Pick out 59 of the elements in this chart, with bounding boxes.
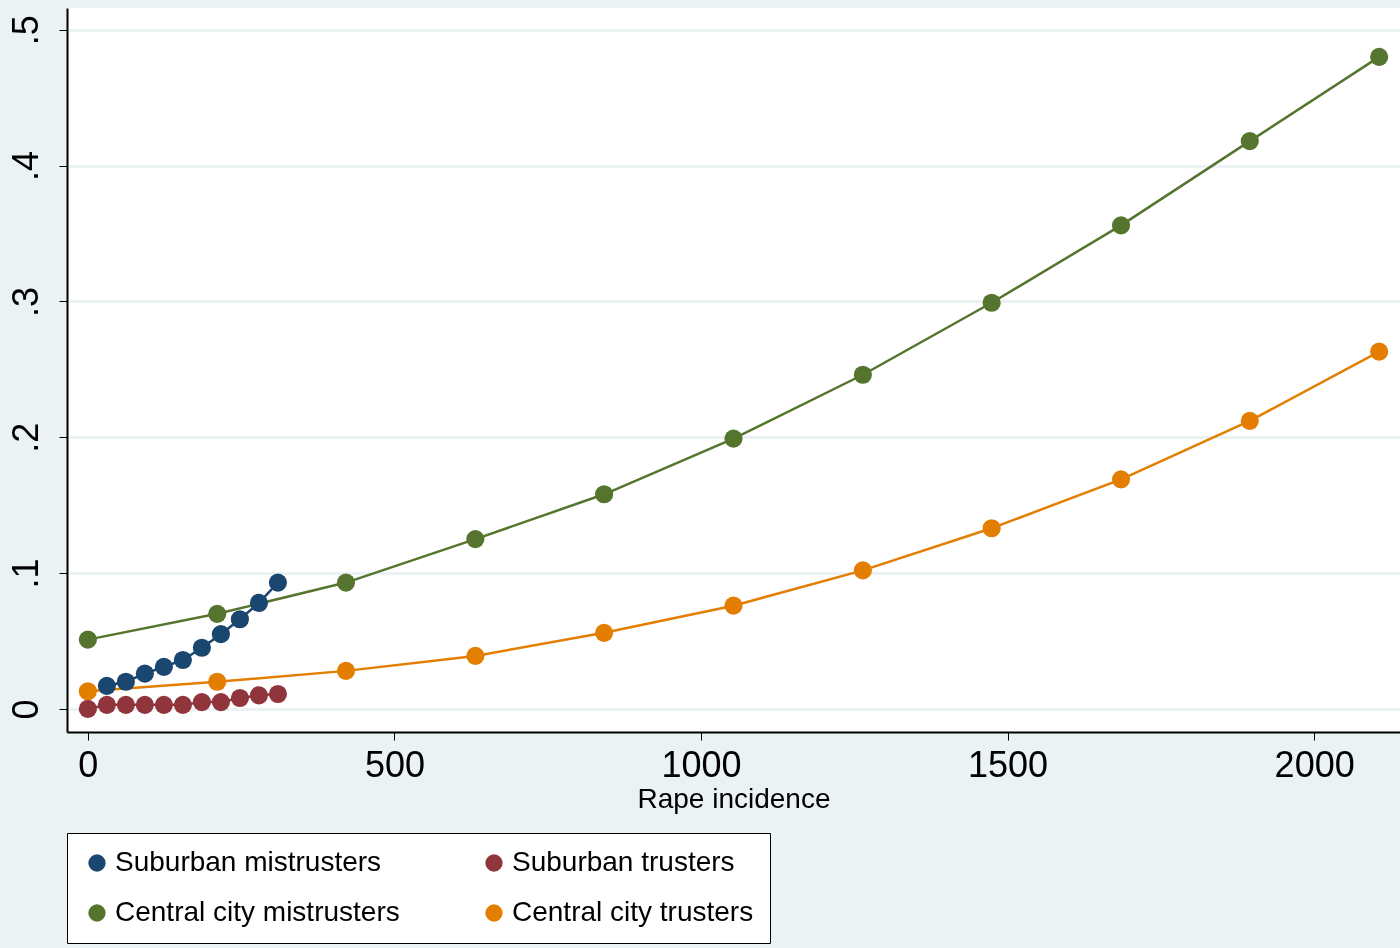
point xyxy=(211,693,230,712)
point xyxy=(853,561,872,580)
point xyxy=(268,573,288,592)
x-tick-label: 500 xyxy=(364,743,425,785)
x-tick-label: 1000 xyxy=(661,743,742,785)
point xyxy=(249,686,268,705)
point xyxy=(466,530,485,549)
point xyxy=(208,604,227,623)
point xyxy=(595,623,614,642)
point xyxy=(208,672,227,691)
y-tick-label: .4 xyxy=(4,151,46,182)
point xyxy=(116,672,135,691)
legend-label: Suburban trusters xyxy=(512,846,735,877)
x-tick-label: 2000 xyxy=(1274,743,1355,785)
point xyxy=(853,365,872,384)
point xyxy=(1370,342,1389,361)
point xyxy=(249,593,268,613)
point xyxy=(97,676,116,695)
legend-label: Central city mistrusters xyxy=(115,896,400,927)
y-tick-label: .1 xyxy=(4,558,46,589)
point xyxy=(1111,216,1131,235)
x-axis-title: Rape incidence xyxy=(637,782,831,814)
point xyxy=(192,693,211,712)
point xyxy=(268,684,288,704)
y-tick-label: .5 xyxy=(4,15,46,46)
point xyxy=(154,695,173,714)
point xyxy=(230,610,249,629)
point xyxy=(595,485,614,504)
point xyxy=(211,625,230,644)
point xyxy=(230,688,249,708)
point xyxy=(1370,47,1389,66)
legend-label: Suburban mistrusters xyxy=(115,846,382,877)
point xyxy=(135,664,154,683)
x-tick-label: 1500 xyxy=(968,743,1049,785)
point xyxy=(78,699,97,718)
y-tick-label: 0 xyxy=(4,699,46,720)
point xyxy=(1240,411,1259,430)
point xyxy=(116,695,135,714)
point xyxy=(1240,132,1259,151)
point xyxy=(336,661,356,680)
point xyxy=(78,682,97,701)
x-tick-label: 0 xyxy=(78,743,99,785)
point xyxy=(173,650,192,670)
point xyxy=(336,573,356,592)
y-tick-label: .3 xyxy=(4,286,46,317)
point xyxy=(192,638,211,657)
point xyxy=(154,657,173,676)
point xyxy=(78,630,97,649)
point xyxy=(724,429,743,448)
point xyxy=(97,695,116,714)
point xyxy=(466,646,485,665)
legend-label: Central city trusters xyxy=(512,896,754,927)
y-tick-label: .2 xyxy=(4,422,46,453)
point xyxy=(135,695,154,714)
point xyxy=(982,519,1001,538)
point xyxy=(173,695,192,714)
point xyxy=(724,596,743,615)
point xyxy=(1111,470,1131,489)
point xyxy=(982,293,1001,312)
